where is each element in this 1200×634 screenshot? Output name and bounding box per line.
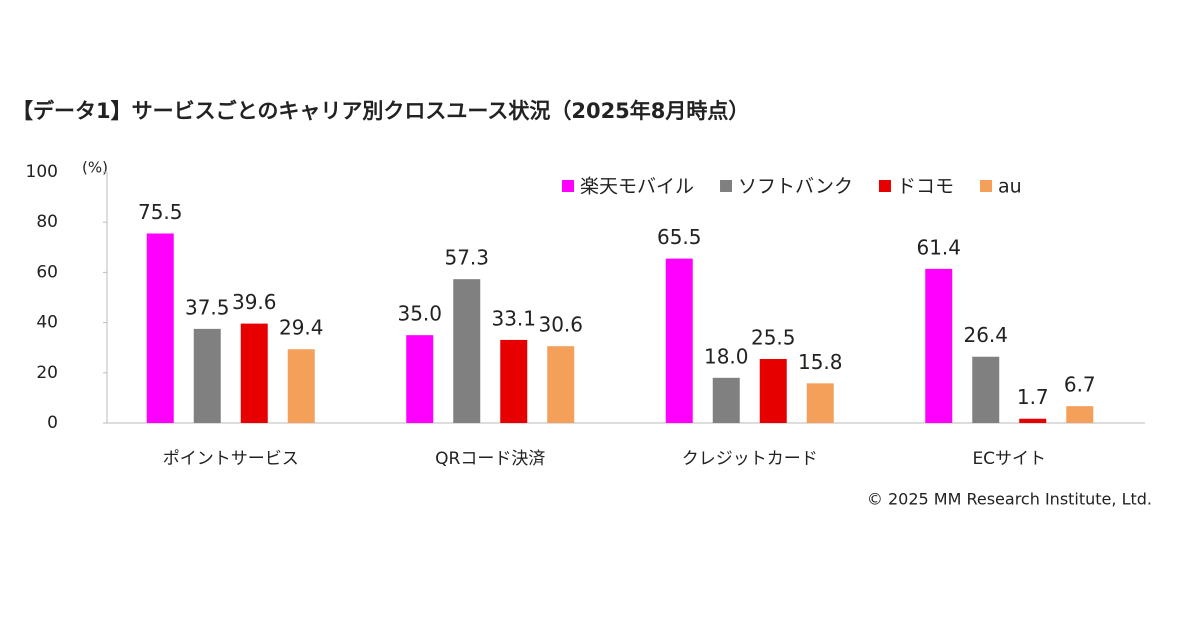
bar [240,323,268,423]
y-tick-label: 0 [47,413,58,433]
data-label: 1.7 [1017,385,1049,409]
data-label: 25.5 [751,325,796,349]
data-label: 26.4 [963,323,1008,347]
footer: © 2025 MM Research Institute, Ltd. [867,490,1152,509]
legend-swatch [979,180,992,192]
legend-label: ソフトバンク [738,176,853,198]
data-label: 18.0 [704,344,749,368]
y-tick-label: 100 [26,162,58,182]
legend-swatch [720,180,733,192]
bar [1066,406,1094,423]
x-tick-label: QRコード決済 [435,449,545,469]
data-label: 33.1 [491,306,536,330]
legend-label: ドコモ [897,176,954,198]
data-label: 61.4 [916,235,961,259]
data-label: 29.4 [279,316,324,340]
bar [665,258,693,423]
bar [712,377,740,423]
legend-swatch [562,180,574,192]
x-tick-label: ECサイト [972,449,1046,469]
bar [146,233,174,423]
y-tick-label: 40 [36,313,58,333]
legend-label: au [998,176,1022,198]
bar [925,268,953,423]
data-label: 65.5 [657,225,702,249]
x-tick-label: ポイントサービス [163,449,299,469]
bar [406,335,434,423]
y-tick-label: 20 [36,363,58,383]
data-label: 15.8 [798,350,843,374]
data-label: 6.7 [1064,373,1096,397]
chart-title: 【データ1】サービスごとのキャリア別クロスユース状況（2025年8月時点） [12,99,749,123]
bar [547,346,575,423]
data-label: 57.3 [444,246,489,270]
bar [193,328,221,423]
bar [972,356,1000,423]
x-tick-label: クレジットカード [682,449,818,469]
y-unit: (%) [82,159,108,177]
legend-swatch [878,180,891,192]
y-tick-label: 80 [36,212,58,232]
bar [1019,418,1047,423]
y-tick-label: 60 [36,262,58,282]
bar [500,339,528,423]
bar [453,279,481,423]
data-label: 30.6 [538,313,583,337]
legend-label: 楽天モバイル [580,176,694,198]
bar [287,349,315,423]
bar [806,383,834,423]
data-label: 39.6 [232,290,277,314]
data-label: 75.5 [138,200,183,224]
bar [759,358,787,423]
data-label: 37.5 [185,295,230,319]
data-label: 35.0 [397,302,442,326]
